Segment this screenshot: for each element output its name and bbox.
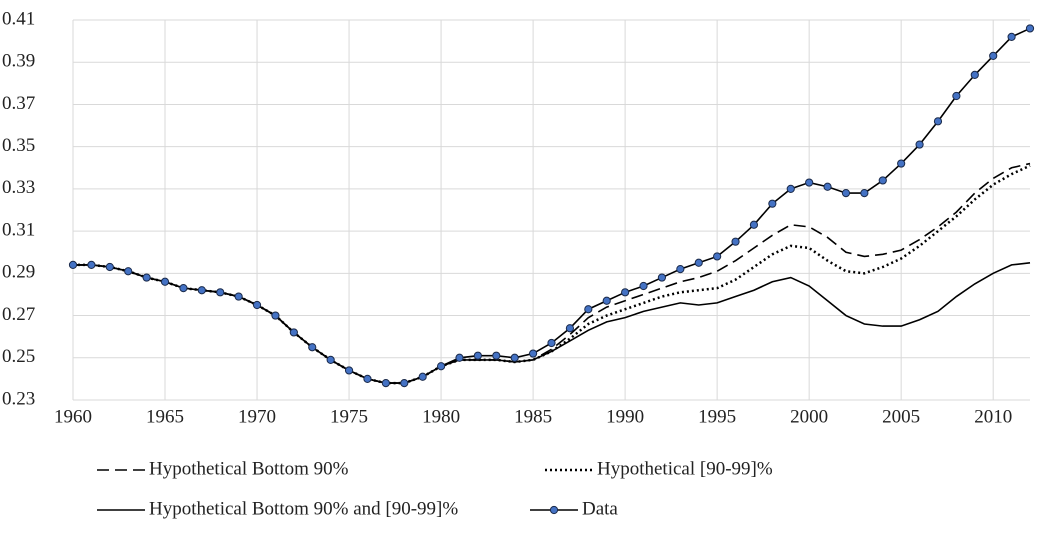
data-marker bbox=[823, 182, 832, 191]
data-marker bbox=[731, 237, 740, 246]
data-marker bbox=[87, 260, 96, 269]
data-marker bbox=[841, 189, 851, 198]
x-tick-label: 2000 bbox=[790, 406, 828, 427]
data-marker bbox=[657, 273, 667, 282]
y-tick-label: 0.25 bbox=[2, 346, 35, 367]
data-marker bbox=[455, 353, 464, 362]
series-line bbox=[73, 261, 1031, 384]
data-marker bbox=[584, 305, 593, 314]
legend-marker bbox=[549, 505, 559, 515]
data-marker bbox=[915, 140, 924, 149]
data-marker bbox=[805, 178, 814, 187]
data-marker bbox=[749, 220, 759, 229]
data-marker bbox=[676, 265, 685, 274]
x-tick-label: 1970 bbox=[238, 406, 276, 427]
data-marker bbox=[970, 70, 979, 79]
series-line bbox=[73, 164, 1031, 385]
data-marker bbox=[510, 353, 519, 362]
series-line bbox=[73, 27, 1031, 384]
y-tick-label: 0.27 bbox=[2, 304, 35, 325]
data-marker bbox=[105, 262, 114, 272]
legend-label: Hypothetical Bottom 90% and [90-99]% bbox=[149, 498, 458, 519]
data-marker bbox=[547, 338, 556, 348]
data-marker bbox=[860, 189, 869, 198]
data-marker bbox=[528, 349, 538, 358]
data-marker bbox=[289, 328, 298, 337]
legend-label: Hypothetical [90-99]% bbox=[597, 458, 773, 479]
data-marker bbox=[878, 176, 887, 185]
data-marker bbox=[786, 184, 795, 193]
data-marker bbox=[326, 355, 335, 364]
data-marker bbox=[160, 277, 170, 286]
data-marker bbox=[989, 51, 998, 60]
data-marker bbox=[694, 258, 703, 267]
data-marker bbox=[344, 366, 354, 375]
data-marker bbox=[252, 300, 262, 310]
data-marker bbox=[639, 281, 648, 291]
x-tick-label: 1990 bbox=[606, 406, 644, 427]
y-tick-label: 0.35 bbox=[2, 135, 35, 156]
data-marker bbox=[197, 286, 206, 295]
x-tick-label: 1965 bbox=[146, 406, 184, 427]
data-marker bbox=[952, 91, 961, 101]
data-marker bbox=[473, 351, 482, 360]
y-tick-label: 0.41 bbox=[2, 8, 35, 29]
x-tick-label: 1980 bbox=[422, 406, 460, 427]
x-tick-label: 2005 bbox=[882, 406, 920, 427]
data-marker bbox=[179, 284, 188, 293]
x-tick-label: 1985 bbox=[514, 406, 552, 427]
data-marker bbox=[602, 296, 611, 305]
x-tick-label: 1995 bbox=[698, 406, 736, 427]
data-marker bbox=[1007, 32, 1016, 41]
legend-label: Hypothetical Bottom 90% bbox=[149, 458, 349, 479]
x-tick-label: 1960 bbox=[54, 406, 92, 427]
y-tick-label: 0.37 bbox=[2, 93, 35, 114]
data-marker bbox=[492, 351, 501, 360]
data-marker bbox=[381, 379, 390, 388]
data-marker bbox=[768, 199, 777, 208]
y-tick-label: 0.31 bbox=[2, 219, 35, 240]
x-tick-label: 1975 bbox=[330, 406, 368, 427]
data-marker bbox=[897, 159, 906, 168]
data-marker bbox=[436, 362, 446, 371]
data-marker bbox=[1025, 24, 1035, 33]
data-marker bbox=[142, 273, 151, 282]
data-marker bbox=[400, 379, 409, 388]
data-marker bbox=[68, 260, 78, 269]
data-marker bbox=[124, 267, 133, 276]
data-marker bbox=[621, 288, 630, 297]
y-tick-label: 0.39 bbox=[2, 51, 35, 72]
data-marker bbox=[216, 288, 225, 297]
y-tick-label: 0.23 bbox=[2, 388, 35, 409]
data-marker bbox=[418, 372, 427, 381]
data-marker bbox=[933, 117, 943, 126]
data-marker bbox=[565, 324, 575, 333]
y-tick-label: 0.29 bbox=[2, 262, 35, 283]
data-marker bbox=[234, 292, 243, 301]
y-tick-label: 0.33 bbox=[2, 177, 35, 198]
legend-label: Data bbox=[582, 498, 618, 519]
data-marker bbox=[308, 343, 317, 352]
data-marker bbox=[713, 252, 722, 261]
data-marker bbox=[363, 374, 372, 383]
x-tick-label: 2010 bbox=[974, 406, 1012, 427]
data-marker bbox=[271, 311, 280, 320]
